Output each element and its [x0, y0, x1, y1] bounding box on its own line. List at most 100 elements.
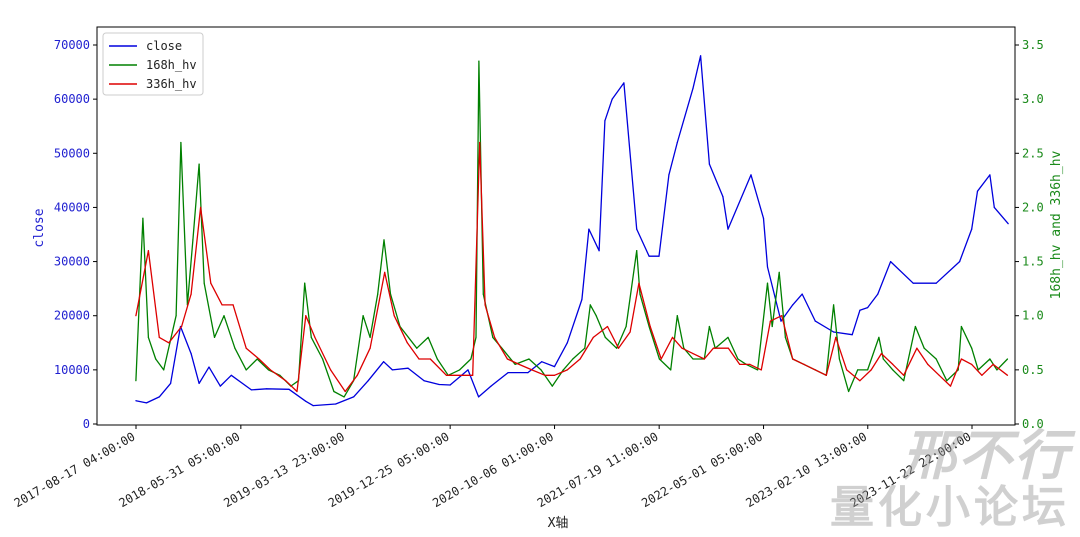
data-point-close — [145, 402, 148, 404]
data-point-168h-hv — [514, 363, 516, 365]
data-point-336h-hv — [638, 282, 640, 284]
data-point-168h-hv — [996, 369, 998, 371]
data-point-close — [708, 163, 711, 165]
data-point-close — [780, 320, 782, 322]
series-line-close — [135, 55, 1009, 407]
data-point-close — [190, 353, 192, 355]
data-point-336h-hv — [484, 304, 486, 306]
data-point-336h-hv — [190, 293, 192, 295]
data-point-168h-hv — [175, 315, 177, 317]
data-point-168h-hv — [757, 369, 759, 371]
y-left-tick-label: 60000 — [54, 92, 90, 106]
data-point-336h-hv — [870, 369, 872, 371]
legend-box — [102, 32, 204, 96]
y-right-tick-label: 3.5 — [1022, 38, 1044, 52]
data-point-336h-hv — [330, 369, 332, 371]
data-point-168h-hv — [267, 369, 270, 371]
data-point-336h-hv — [859, 380, 861, 382]
data-point-close — [750, 174, 752, 176]
data-point-336h-hv — [245, 347, 247, 349]
y-left-tick-label: 50000 — [54, 146, 90, 160]
data-point-336h-hv — [479, 141, 481, 144]
data-point-336h-hv — [712, 347, 715, 349]
data-point-close — [766, 266, 769, 268]
y-right-tick-label: 2.5 — [1022, 146, 1044, 160]
data-point-168h-hv — [142, 217, 144, 219]
data-point-336h-hv — [927, 363, 929, 365]
data-point-close — [588, 228, 590, 230]
data-point-close — [527, 372, 529, 374]
series-line-168h-hv — [135, 60, 1008, 398]
data-point-336h-hv — [147, 250, 149, 252]
data-point-336h-hv — [749, 363, 751, 365]
data-point-336h-hv — [971, 363, 973, 365]
data-point-336h-hv — [232, 304, 234, 306]
data-point-close — [478, 396, 480, 398]
data-point-336h-hv — [518, 363, 520, 365]
data-point-336h-hv — [553, 374, 556, 376]
data-point-close — [598, 250, 600, 252]
data-point-336h-hv — [981, 374, 983, 376]
data-point-close — [288, 388, 290, 390]
data-point-336h-hv — [445, 374, 447, 376]
data-point-close — [566, 342, 568, 344]
data-point-168h-hv — [333, 390, 335, 393]
data-point-336h-hv — [681, 347, 683, 349]
data-point-336h-hv — [305, 315, 307, 317]
y-right-axis-label: 168h_hv and 336h_hv — [1049, 150, 1064, 299]
data-point-168h-hv — [234, 347, 236, 349]
data-point-336h-hv — [649, 325, 651, 328]
data-point-168h-hv — [478, 60, 480, 62]
data-point-close — [833, 331, 835, 333]
data-point-close — [877, 293, 879, 295]
data-point-336h-hv — [892, 363, 894, 365]
data-point-168h-hv — [203, 282, 205, 284]
data-point-336h-hv — [314, 336, 316, 338]
y-right-tick-label: 2.0 — [1022, 200, 1044, 214]
data-point-336h-hv — [356, 374, 358, 376]
data-point-168h-hv — [475, 336, 477, 338]
data-point-close — [976, 190, 979, 192]
data-point-336h-hv — [200, 206, 202, 208]
data-point-close — [367, 380, 369, 382]
data-point-336h-hv — [592, 336, 594, 338]
data-point-168h-hv — [245, 369, 247, 371]
data-point-168h-hv — [658, 358, 661, 360]
data-point-168h-hv — [604, 336, 606, 338]
data-point-close — [208, 366, 210, 368]
data-point-168h-hv — [838, 358, 841, 360]
data-point-close — [935, 282, 937, 284]
data-point-168h-hv — [676, 315, 678, 317]
series-line-336h-hv — [135, 141, 1008, 393]
data-point-168h-hv — [198, 163, 200, 165]
data-point-168h-hv — [492, 336, 494, 338]
data-point-close — [859, 309, 861, 311]
y-left-tick-label: 20000 — [54, 309, 90, 323]
data-point-336h-hv — [429, 358, 431, 360]
data-point-168h-hv — [727, 336, 729, 338]
data-point-336h-hv — [566, 369, 568, 371]
data-point-168h-hv — [771, 325, 773, 328]
data-point-168h-hv — [595, 315, 597, 317]
data-point-168h-hv — [551, 385, 553, 387]
data-point-336h-hv — [727, 347, 730, 349]
data-point-close — [727, 228, 729, 230]
y-right-tick-label: 3.0 — [1022, 92, 1044, 106]
data-point-168h-hv — [935, 358, 937, 360]
y-left-tick-label: 30000 — [54, 255, 90, 269]
data-point-336h-hv — [1006, 374, 1009, 376]
data-point-336h-hv — [692, 353, 694, 355]
data-point-168h-hv — [648, 325, 650, 328]
data-point-close — [198, 382, 200, 384]
legend-label: close — [146, 39, 182, 53]
data-point-168h-hv — [989, 358, 991, 360]
data-point-336h-hv — [418, 358, 420, 360]
data-point-336h-hv — [579, 358, 581, 360]
data-point-168h-hv — [616, 347, 618, 349]
data-point-close — [792, 304, 794, 306]
data-point-close — [335, 403, 337, 405]
data-point-336h-hv — [846, 369, 848, 371]
data-point-336h-hv — [629, 331, 631, 333]
data-point-336h-hv — [544, 374, 546, 376]
